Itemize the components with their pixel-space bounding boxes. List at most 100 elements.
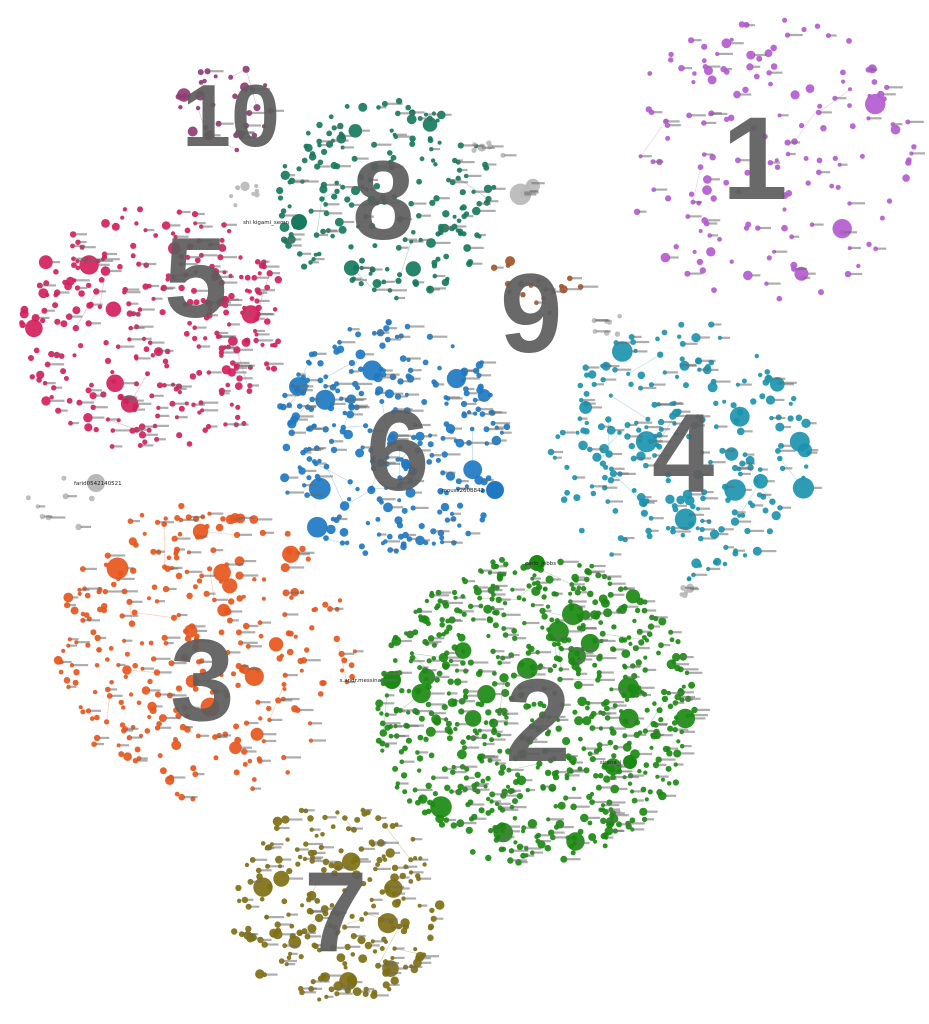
node-label-trace: [621, 770, 632, 773]
node: [33, 347, 40, 354]
node: [307, 360, 312, 366]
node: [329, 903, 335, 908]
node: [181, 93, 188, 100]
node-label-trace: [269, 846, 282, 849]
node: [215, 523, 224, 532]
node-label-trace: [608, 707, 616, 710]
node-label-trace: [367, 188, 376, 191]
node-label-trace: [693, 39, 702, 42]
node: [256, 873, 263, 880]
node: [307, 849, 315, 857]
node: [497, 748, 503, 754]
node-label-trace: [650, 529, 659, 532]
node-label-trace: [166, 716, 181, 720]
node-label-trace: [322, 916, 334, 919]
node: [469, 426, 475, 432]
node: [122, 665, 132, 675]
node: [657, 418, 665, 426]
node: [282, 545, 300, 563]
node: [452, 214, 457, 219]
node: [439, 535, 445, 541]
node: [175, 572, 183, 580]
node: [355, 349, 366, 360]
node-label-trace: [374, 843, 386, 846]
node-label-trace: [202, 225, 213, 228]
node-label-trace: [493, 738, 506, 741]
node-label-trace: [397, 967, 408, 970]
node: [599, 630, 606, 637]
node-label-trace: [418, 751, 429, 754]
node: [340, 668, 345, 673]
node: [756, 55, 763, 62]
node: [486, 633, 491, 639]
node-label-trace: [708, 222, 718, 225]
node-label-trace: [456, 159, 463, 162]
node-label-trace: [172, 694, 187, 697]
node: [688, 37, 695, 44]
node-label-trace: [566, 858, 581, 861]
node-label-trace: [285, 405, 292, 409]
node: [421, 399, 428, 405]
node: [685, 713, 690, 718]
node: [513, 779, 520, 786]
node-label-trace: [804, 276, 811, 279]
node: [801, 418, 811, 428]
node-label-trace: [749, 529, 765, 532]
node: [337, 339, 342, 345]
node: [257, 620, 263, 626]
node: [416, 755, 424, 762]
node-label-trace: [774, 398, 785, 401]
node: [680, 585, 687, 591]
node: [699, 416, 706, 424]
node-label-trace: [388, 462, 401, 465]
node: [421, 667, 429, 674]
node-label-trace: [416, 610, 432, 613]
node: [380, 541, 385, 546]
node-label-trace: [80, 525, 91, 528]
named-node: [486, 481, 504, 499]
node: [707, 382, 718, 393]
node: [647, 438, 654, 445]
node: [567, 275, 573, 282]
node-label-trace: [188, 570, 203, 573]
node-label-trace: [388, 983, 400, 986]
node: [661, 777, 665, 782]
node: [442, 663, 449, 670]
node-label-trace: [160, 693, 176, 696]
node: [235, 129, 241, 135]
node: [257, 271, 262, 276]
node-label-trace: [611, 611, 626, 614]
node: [743, 270, 753, 281]
node: [426, 658, 432, 664]
node: [592, 329, 598, 334]
node-label-trace: [240, 746, 252, 749]
node: [228, 292, 235, 300]
node: [706, 566, 711, 572]
node: [463, 244, 472, 252]
node: [418, 715, 425, 722]
node-label-trace: [159, 726, 172, 729]
node: [379, 711, 384, 716]
node: [70, 243, 75, 249]
node: [570, 803, 577, 811]
node-label-trace: [430, 287, 446, 290]
node-label-trace: [469, 736, 479, 739]
node: [229, 194, 234, 199]
node-label-trace: [326, 385, 334, 388]
node-label-trace: [524, 736, 533, 739]
node: [791, 395, 797, 402]
node: [540, 784, 546, 790]
node: [209, 263, 215, 270]
node-label-trace: [576, 476, 586, 479]
node: [665, 525, 671, 531]
node: [259, 529, 266, 537]
node-label-trace: [383, 841, 399, 844]
node: [421, 809, 428, 816]
node-label-trace: [60, 409, 68, 412]
node: [652, 433, 658, 439]
node: [371, 141, 378, 148]
node-label-trace: [87, 258, 103, 261]
node: [618, 586, 624, 592]
node-label-trace: [562, 668, 570, 671]
node: [415, 535, 425, 546]
